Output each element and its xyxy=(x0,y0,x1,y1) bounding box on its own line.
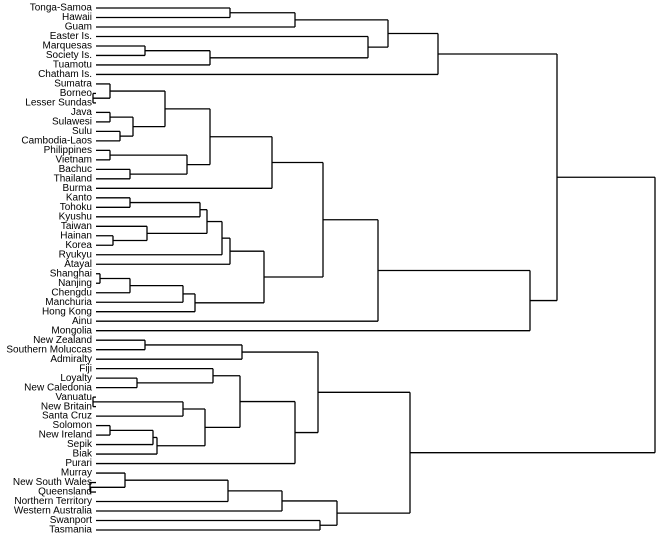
leaf-label: New Ireland xyxy=(39,430,92,441)
leaf-label: New Caledonia xyxy=(24,382,92,393)
leaf-label: Cambodia-Laos xyxy=(21,136,92,147)
leaf-label: Hong Kong xyxy=(42,306,92,317)
leaf-label: Admiralty xyxy=(50,354,92,365)
leaf-label: Queensland xyxy=(38,487,92,498)
leaf-label: New South Wales xyxy=(13,477,92,488)
leaf-label: Santa Cruz xyxy=(42,411,92,422)
leaf-label: New Zealand xyxy=(33,335,92,346)
leaf-label: Sulu xyxy=(72,126,92,137)
leaf-label: Hainan xyxy=(60,230,92,241)
leaf-label: Mongolia xyxy=(51,325,92,336)
leaf-label: Sumatra xyxy=(54,79,92,90)
leaf-label: Tonga-Samoa xyxy=(30,3,93,14)
leaf-label: Manchuria xyxy=(45,297,92,308)
leaf-label: Swanport xyxy=(50,515,92,526)
leaf-label: Biak xyxy=(73,449,93,460)
leaf-label: Philippines xyxy=(44,145,92,156)
leaf-label: Java xyxy=(71,107,93,118)
leaf-label: Vanuatu xyxy=(55,392,92,403)
leaf-label: Sulawesi xyxy=(52,117,92,128)
leaf-label: Sepik xyxy=(67,439,93,450)
leaf-label: Nanjing xyxy=(58,278,92,289)
leaf-label: Fiji xyxy=(79,363,92,374)
leaf-label: Marquesas xyxy=(43,41,92,52)
leaf-label: Hawaii xyxy=(62,12,92,23)
leaf-label: Ryukyu xyxy=(59,249,92,260)
leaf-label: Burma xyxy=(63,183,93,194)
leaf-label: Ainu xyxy=(72,316,92,327)
leaf-label: Society Is. xyxy=(46,50,92,61)
leaf-label: Atayal xyxy=(64,259,92,270)
leaf-label: Lesser Sundas xyxy=(25,98,92,109)
leaf-label: Murray xyxy=(61,468,92,479)
leaf-label: Borneo xyxy=(60,88,93,99)
leaf-label: Shanghai xyxy=(50,268,92,279)
leaf-label: Korea xyxy=(65,240,92,251)
leaf-label: Kyushu xyxy=(59,211,92,222)
leaf-label: Guam xyxy=(65,22,92,33)
leaf-label: Southern Moluccas xyxy=(6,344,92,355)
leaf-label: Vietnam xyxy=(55,154,92,165)
leaf-label: Tuamotu xyxy=(53,60,92,71)
leaf-label: Bachuc xyxy=(59,164,92,175)
leaf-label: New Britain xyxy=(41,401,92,412)
leaf-label: Thailand xyxy=(54,173,92,184)
leaf-label: Loyalty xyxy=(60,373,92,384)
leaf-label: Western Australia xyxy=(14,506,93,517)
leaf-label: Chengdu xyxy=(51,287,92,298)
leaf-label: Taiwan xyxy=(61,221,92,232)
leaf-label: Kanto xyxy=(66,192,93,203)
leaf-label: Purari xyxy=(65,458,92,469)
leaf-label: Northern Territory xyxy=(14,496,92,507)
leaf-label: Chatham Is. xyxy=(38,69,92,80)
leaf-label: Solomon xyxy=(53,420,92,431)
leaf-label: Easter Is. xyxy=(50,31,92,42)
leaf-label: Tasmania xyxy=(49,525,92,535)
leaf-label: Tohoku xyxy=(60,202,92,213)
